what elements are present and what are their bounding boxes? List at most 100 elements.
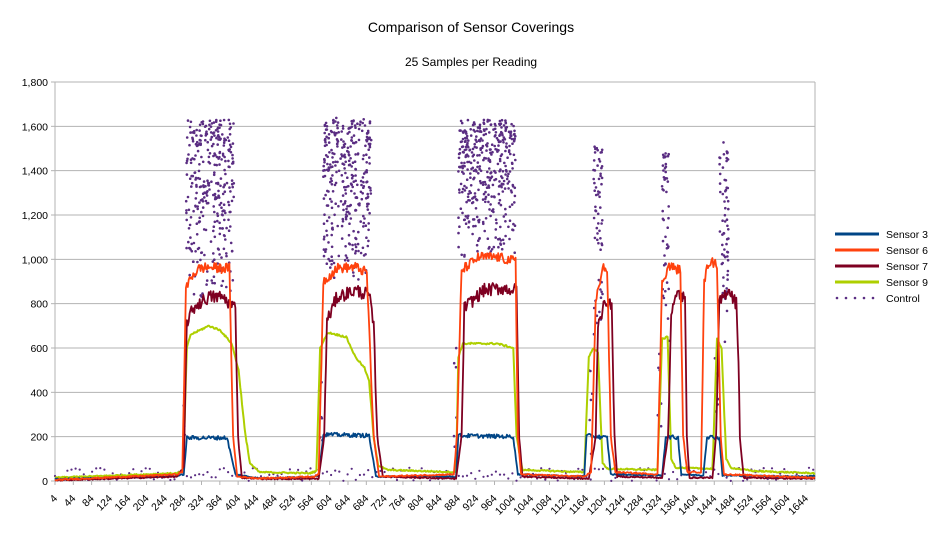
control-point <box>356 242 360 246</box>
control-point <box>330 222 334 225</box>
control-point <box>211 281 214 285</box>
control-point <box>503 473 506 476</box>
control-point <box>227 218 230 222</box>
control-point <box>323 213 326 216</box>
control-point <box>352 229 355 233</box>
control-point <box>513 201 516 204</box>
control-point <box>494 218 498 221</box>
control-point <box>191 174 195 178</box>
control-point <box>459 207 463 210</box>
control-point <box>494 177 498 181</box>
control-point <box>513 194 517 198</box>
control-point <box>225 254 228 258</box>
control-point <box>210 279 213 282</box>
series-control <box>53 116 815 482</box>
control-point <box>723 178 726 182</box>
control-point <box>458 129 462 132</box>
control-point <box>469 128 473 131</box>
control-point <box>360 183 363 187</box>
control-point <box>192 241 196 245</box>
x-tick-label: 44 <box>62 493 79 510</box>
control-point <box>195 183 198 187</box>
control-point <box>328 151 331 154</box>
control-point <box>469 184 473 187</box>
control-point <box>198 129 201 132</box>
control-point <box>498 473 502 476</box>
control-point <box>482 158 485 162</box>
control-point <box>512 124 515 128</box>
control-point <box>247 479 250 482</box>
y-tick-label: 1,400 <box>22 166 48 178</box>
control-point <box>324 141 327 144</box>
control-point <box>725 476 728 479</box>
control-point <box>185 173 189 176</box>
control-point <box>215 155 219 159</box>
control-point <box>185 161 188 165</box>
control-point <box>221 192 225 196</box>
control-point <box>795 473 798 476</box>
control-point <box>503 187 507 190</box>
x-tick-label: 364 <box>204 493 225 514</box>
control-point <box>352 120 355 123</box>
control-point <box>330 255 334 258</box>
control-point <box>200 210 203 214</box>
control-point <box>218 227 222 230</box>
control-point <box>476 129 479 133</box>
control-point <box>350 176 354 180</box>
control-point <box>593 169 597 172</box>
control-point <box>228 143 232 147</box>
control-point <box>205 279 209 282</box>
control-point <box>152 478 155 481</box>
control-point <box>344 188 347 192</box>
control-point <box>498 123 502 127</box>
control-point <box>460 140 464 143</box>
control-point <box>213 134 216 137</box>
control-point <box>469 134 473 137</box>
control-point <box>358 473 361 477</box>
control-point <box>343 167 346 170</box>
control-point <box>465 200 468 204</box>
control-point <box>347 153 351 156</box>
control-point <box>467 139 470 142</box>
control-point <box>494 147 497 151</box>
control-point <box>184 199 188 203</box>
legend-label: Sensor 9 <box>886 277 928 289</box>
control-point <box>595 146 599 150</box>
control-point <box>343 142 347 146</box>
control-point <box>216 219 219 223</box>
control-point <box>189 236 192 239</box>
control-point <box>589 369 592 373</box>
control-point <box>364 144 367 148</box>
control-point <box>460 161 463 165</box>
x-tick-label: 484 <box>259 493 280 514</box>
control-point <box>330 233 334 237</box>
control-point <box>722 153 726 156</box>
control-point <box>326 204 330 207</box>
control-point <box>357 230 360 234</box>
control-point <box>512 222 515 226</box>
control-point <box>465 186 468 189</box>
control-point <box>357 127 361 131</box>
control-point <box>327 133 331 136</box>
control-point <box>218 468 221 471</box>
control-point <box>497 245 500 249</box>
control-point <box>227 471 230 474</box>
control-point <box>348 130 351 134</box>
control-point <box>504 164 507 168</box>
control-point <box>215 182 218 185</box>
control-point <box>220 284 223 288</box>
control-point <box>478 237 481 241</box>
control-point <box>221 154 225 157</box>
legend-swatch-control <box>844 296 848 300</box>
control-point <box>500 185 503 189</box>
control-point <box>230 182 234 186</box>
control-point <box>465 178 469 181</box>
control-point <box>726 224 729 228</box>
control-point <box>493 122 497 126</box>
control-point <box>362 186 365 189</box>
control-point <box>259 475 263 478</box>
control-point <box>349 203 353 207</box>
control-point <box>337 169 341 173</box>
control-point <box>487 186 491 189</box>
control-point <box>505 125 509 129</box>
